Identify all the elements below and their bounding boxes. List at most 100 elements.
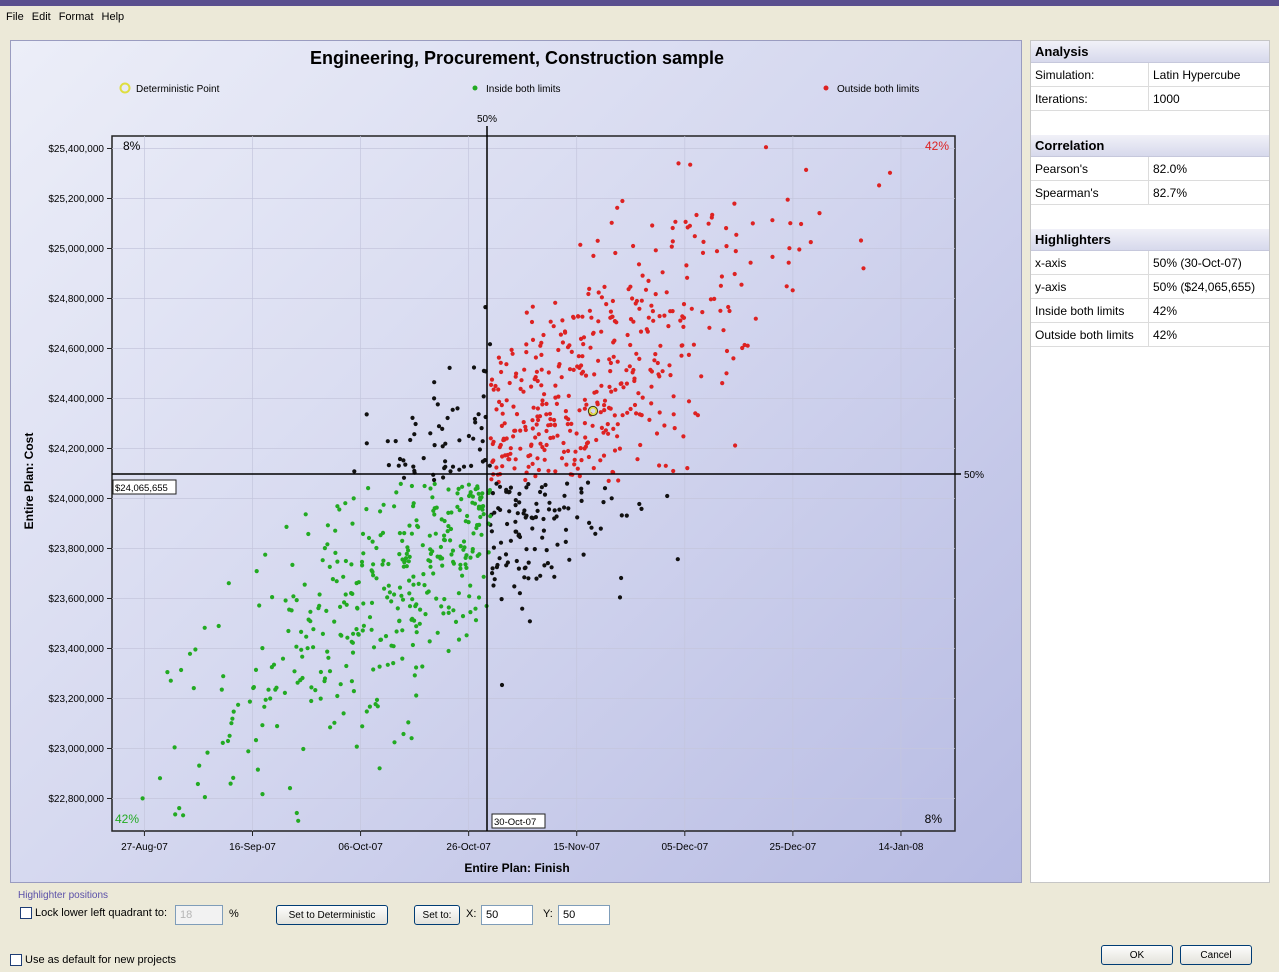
- scatter-point: [653, 248, 658, 253]
- scatter-point: [446, 605, 451, 610]
- scatter-point: [562, 505, 567, 510]
- scatter-point: [403, 462, 408, 467]
- scatter-point: [732, 271, 737, 277]
- scatter-point: [395, 606, 400, 611]
- scatter-point: [449, 552, 454, 557]
- scatter-point: [568, 428, 573, 433]
- scatter-point: [608, 360, 614, 366]
- scatter-point: [770, 254, 775, 259]
- scatter-point: [817, 211, 822, 216]
- scatter-point: [231, 709, 236, 714]
- scatter-point: [354, 744, 359, 749]
- scatter-point: [349, 679, 354, 684]
- scatter-point: [573, 449, 578, 454]
- scatter-point: [507, 457, 512, 462]
- scatter-point: [548, 319, 553, 324]
- lock-quadrant-checkbox[interactable]: [20, 907, 32, 919]
- scatter-point: [542, 392, 547, 397]
- scatter-point: [332, 619, 337, 624]
- scatter-point: [539, 485, 545, 490]
- scatter-point: [441, 475, 446, 480]
- scatter-point: [308, 609, 313, 614]
- menu-file[interactable]: File: [6, 11, 24, 23]
- scatter-points: [140, 145, 893, 823]
- scatter-point: [686, 399, 692, 404]
- scatter-point: [524, 350, 529, 355]
- scatter-point: [657, 374, 662, 379]
- scatter-point: [466, 520, 471, 525]
- x-tick-label: 06-Oct-07: [338, 842, 383, 853]
- scatter-point: [530, 337, 536, 342]
- scatter-point: [753, 316, 758, 321]
- scatter-point: [282, 690, 287, 696]
- use-default-checkbox[interactable]: [10, 954, 22, 966]
- scatter-point: [489, 529, 494, 534]
- scatter-point: [489, 477, 494, 482]
- scatter-point: [438, 544, 443, 550]
- scatter-point: [318, 696, 323, 701]
- set-to-deterministic-button[interactable]: Set to Deterministic: [276, 905, 388, 925]
- scatter-point: [320, 558, 325, 563]
- scatter-point: [548, 417, 553, 422]
- scatter-point: [359, 559, 365, 565]
- scatter-point: [407, 578, 412, 583]
- set-to-button[interactable]: Set to:: [414, 905, 460, 925]
- scatter-point: [350, 650, 356, 655]
- y-position-input[interactable]: 50: [558, 905, 610, 925]
- correlation-row: Pearson's 82.0%: [1031, 157, 1269, 181]
- scatter-point: [668, 373, 673, 378]
- scatter-point: [624, 513, 629, 518]
- scatter-point: [510, 351, 515, 356]
- scatter-point: [591, 330, 596, 335]
- scatter-point: [172, 745, 177, 750]
- scatter-point: [330, 577, 335, 582]
- scatter-point: [471, 531, 476, 536]
- scatter-point: [275, 724, 280, 729]
- ok-button[interactable]: OK: [1101, 945, 1173, 965]
- menu-format[interactable]: Format: [58, 11, 94, 23]
- scatter-point: [566, 417, 571, 422]
- scatter-point: [287, 607, 292, 612]
- scatter-point: [228, 781, 233, 786]
- scatter-point: [400, 557, 405, 562]
- scatter-point: [456, 486, 461, 491]
- scatter-point: [361, 601, 366, 606]
- scatter-point: [514, 412, 520, 417]
- scatter-point: [270, 595, 275, 600]
- scatter-point: [676, 161, 681, 166]
- lock-percent-input[interactable]: 18: [175, 905, 223, 925]
- scatter-point: [732, 201, 737, 206]
- scatter-point: [545, 561, 551, 566]
- analysis-header: Analysis: [1031, 41, 1269, 63]
- scatter-point: [470, 549, 475, 554]
- scatter-point: [499, 369, 504, 375]
- scatter-point: [296, 818, 301, 823]
- scatter-point: [423, 612, 428, 617]
- scatter-point: [335, 504, 340, 509]
- gridlines: [112, 136, 955, 831]
- scatter-point: [477, 522, 482, 527]
- cancel-button[interactable]: Cancel: [1180, 945, 1252, 965]
- scatter-point: [446, 648, 451, 654]
- scatter-point: [610, 469, 615, 475]
- scatter-point: [707, 325, 712, 330]
- scatter-point: [442, 533, 447, 538]
- menu-help[interactable]: Help: [101, 11, 125, 23]
- scatter-point: [580, 314, 585, 319]
- scatter-point: [646, 315, 651, 320]
- scatter-point: [195, 781, 200, 787]
- scatter-point: [177, 806, 182, 811]
- x-position-input[interactable]: 50: [481, 905, 533, 925]
- scatter-point: [804, 167, 809, 172]
- scatter-point: [332, 720, 337, 725]
- scatter-point: [311, 627, 316, 632]
- scatter-point: [552, 508, 557, 513]
- analysis-value: Latin Hypercube: [1153, 68, 1241, 82]
- menu-edit[interactable]: Edit: [31, 11, 51, 23]
- scatter-point: [575, 515, 580, 520]
- scatter-point: [593, 531, 598, 536]
- scatter-point: [400, 597, 406, 602]
- scatter-point: [502, 421, 507, 426]
- scatter-point: [523, 427, 528, 433]
- scatter-point: [535, 406, 541, 411]
